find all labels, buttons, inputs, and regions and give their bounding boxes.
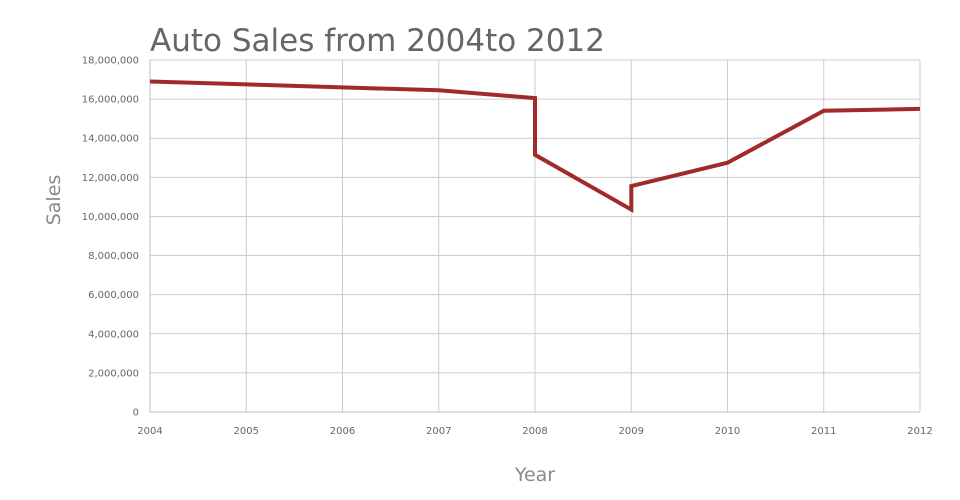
series-line-auto-sales xyxy=(149,79,921,214)
x-tick-label: 2011 xyxy=(811,426,836,437)
y-tick-label: 6,000,000 xyxy=(88,290,139,301)
y-tick-label: 10,000,000 xyxy=(82,212,139,223)
chart-title: Auto Sales from 2004to 2012 xyxy=(150,23,605,59)
x-tick-label: 2009 xyxy=(619,426,644,437)
x-tick-label: 2005 xyxy=(234,426,259,437)
y-tick-label: 18,000,000 xyxy=(82,56,139,67)
x-tick-label: 2007 xyxy=(426,426,451,437)
x-tick-label: 2004 xyxy=(137,426,162,437)
y-tick-labels: 0 2,000,000 4,000,000 6,000,000 8,000,000 10,… xyxy=(82,56,139,419)
y-tick-label: 16,000,000 xyxy=(82,95,139,106)
y-tick-label: 8,000,000 xyxy=(88,251,139,262)
grid xyxy=(150,59,921,412)
x-tick-label: 2008 xyxy=(522,426,547,437)
x-tick-label: 2012 xyxy=(907,426,932,437)
axes xyxy=(149,60,920,413)
x-axis-title: Year xyxy=(514,464,555,486)
x-tick-label: 2010 xyxy=(715,426,740,437)
x-tick-labels: 2004 2005 2006 2007 2008 2009 2010 2011 2012 xyxy=(137,426,932,437)
series-layer xyxy=(149,79,921,214)
y-tick-label: 0 xyxy=(133,408,139,419)
x-tick-label: 2006 xyxy=(330,426,355,437)
y-tick-label: 2,000,000 xyxy=(88,368,139,379)
y-tick-label: 14,000,000 xyxy=(82,134,139,145)
y-tick-label: 12,000,000 xyxy=(82,173,139,184)
y-tick-label: 4,000,000 xyxy=(88,329,139,340)
y-axis-title: Sales xyxy=(43,175,65,226)
